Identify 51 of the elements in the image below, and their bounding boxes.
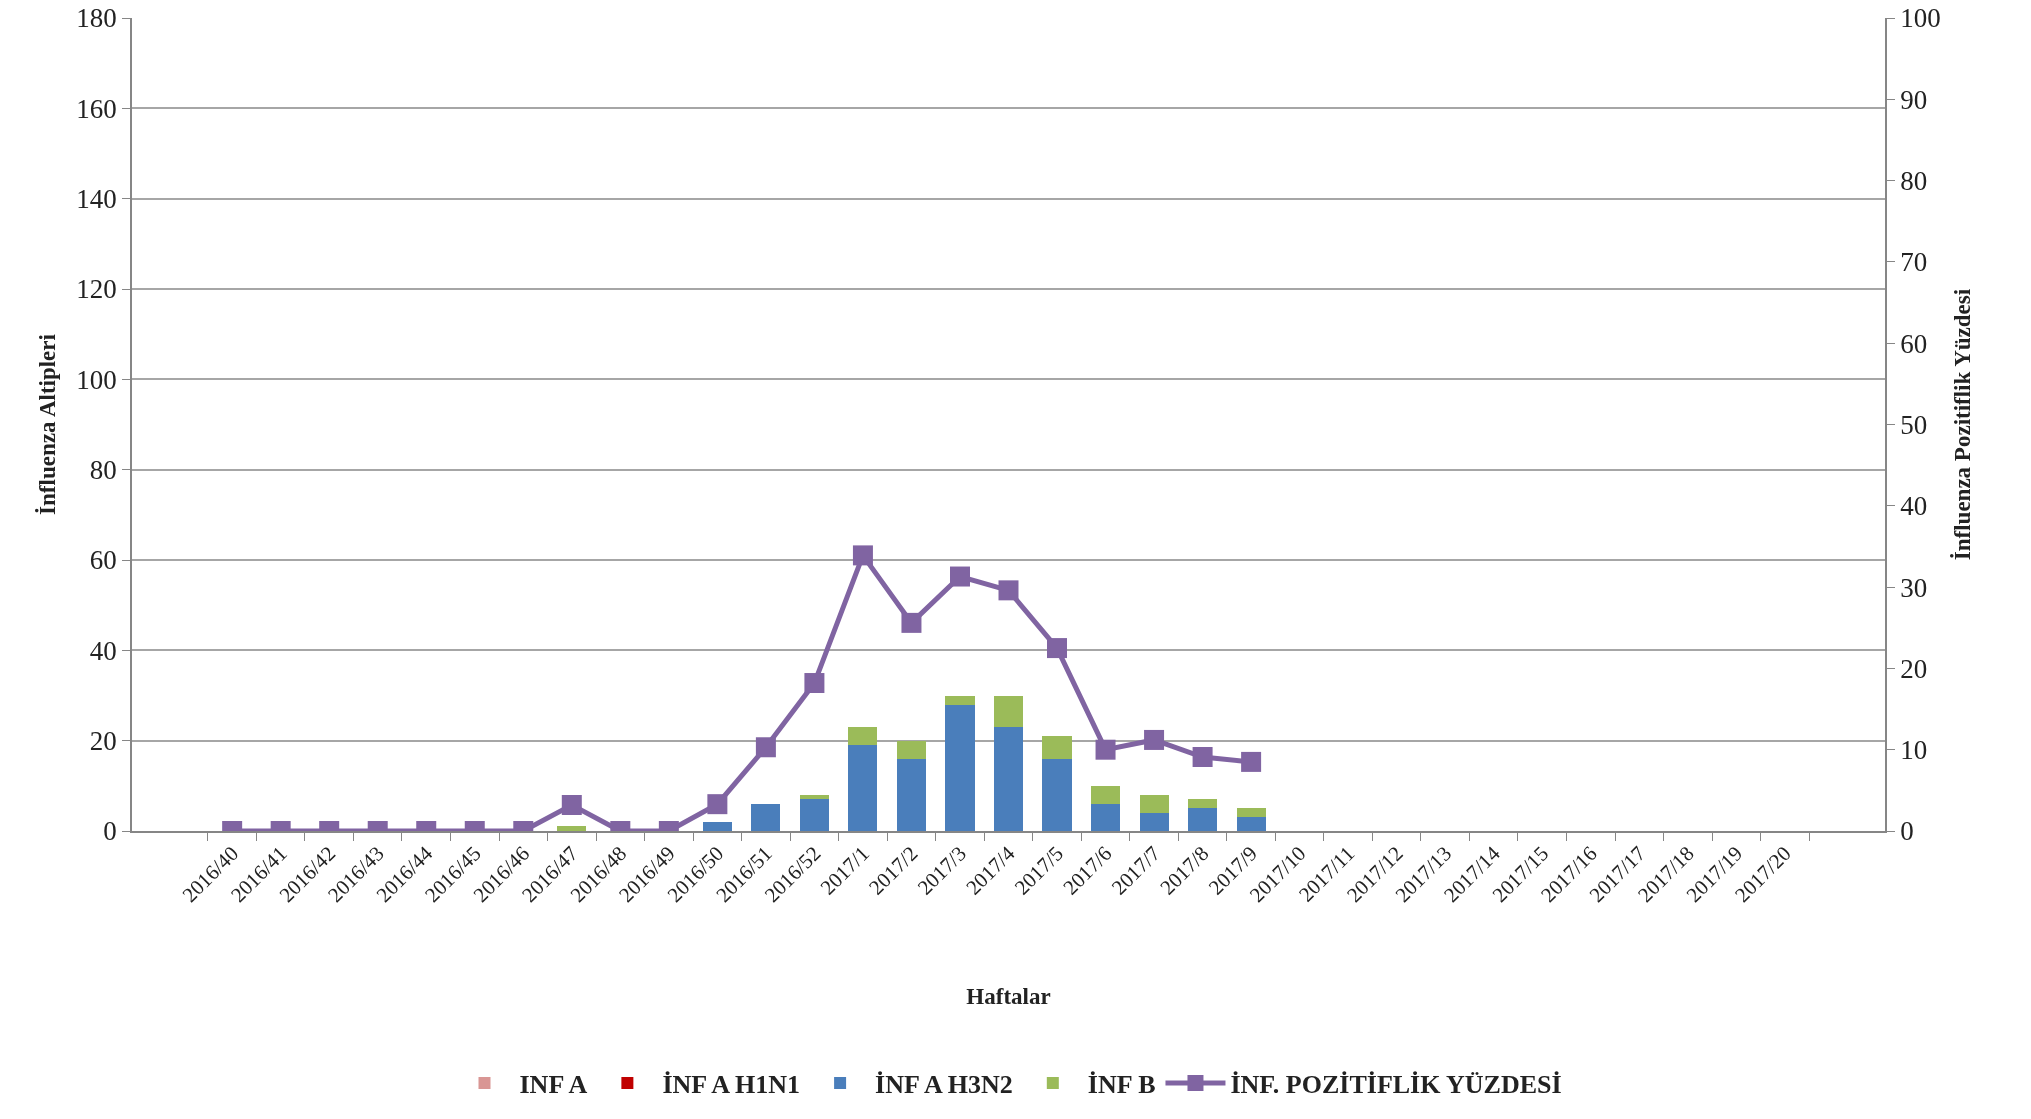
bar	[848, 727, 878, 746]
bar	[1090, 785, 1121, 804]
legend-label: İNF A H3N2	[875, 1070, 1013, 1100]
y2-tick-label: 80	[1900, 166, 1928, 197]
y-tick-label: 0	[103, 816, 117, 847]
y-tick-label: 160	[76, 93, 117, 124]
y2-tick-label: 60	[1900, 328, 1928, 359]
bar	[557, 826, 587, 831]
bar	[1236, 817, 1266, 831]
y2-tick-label: 20	[1900, 653, 1928, 684]
bar	[1188, 808, 1218, 831]
bar	[993, 727, 1024, 831]
bar	[1139, 794, 1169, 813]
y2-tick-label: 50	[1900, 409, 1928, 440]
bar	[751, 803, 781, 831]
bar	[1042, 736, 1072, 759]
bar	[945, 704, 975, 831]
legend-label: İNF A H1N1	[662, 1070, 801, 1100]
bar	[945, 695, 975, 705]
y-tick-label: 40	[89, 635, 117, 666]
y-tick-label: 100	[76, 364, 117, 395]
bar	[896, 758, 927, 831]
y-tick-label: 180	[76, 3, 117, 34]
y2-tick-label: 70	[1900, 247, 1928, 278]
y-tick-label: 20	[89, 726, 117, 757]
y-axis-title: İnfluenza Altipleri	[35, 333, 61, 515]
legend-label: İNF. POZİTİFLİK YÜZDESİ	[1230, 1070, 1562, 1100]
bar	[993, 695, 1024, 728]
bar	[848, 745, 878, 831]
bar	[1090, 803, 1121, 831]
bar	[1042, 758, 1072, 831]
bar	[1139, 812, 1169, 831]
y2-tick-label: 100	[1900, 3, 1941, 34]
legend-label: INF A	[519, 1070, 588, 1100]
bar	[896, 740, 927, 759]
y-tick-label: 60	[89, 545, 117, 576]
y-tick-label: 140	[76, 184, 117, 215]
bar	[799, 799, 829, 831]
y2-tick-label: 10	[1900, 735, 1928, 766]
bar	[1236, 808, 1266, 818]
bar	[702, 821, 732, 831]
y2-axis-title: İnfluenza Pozitiflik Yüzdesi	[1949, 288, 1975, 561]
legend-label: İNF B	[1087, 1070, 1156, 1100]
y2-tick-label: 0	[1900, 816, 1914, 847]
y-tick-label: 120	[76, 274, 117, 305]
y2-tick-label: 30	[1900, 572, 1928, 603]
bar	[1188, 799, 1218, 809]
y2-tick-label: 90	[1900, 84, 1928, 115]
y-tick-label: 80	[89, 455, 117, 486]
y2-tick-label: 40	[1900, 491, 1928, 522]
x-axis-title: Haftalar	[966, 984, 1051, 1010]
